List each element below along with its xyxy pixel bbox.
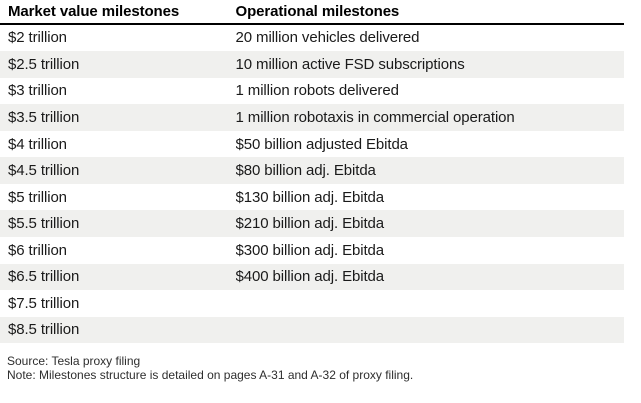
cell-market-value: $6 trillion: [8, 241, 67, 259]
table-row: $6 trillion $300 billion adj. Ebitda: [0, 237, 624, 264]
cell-operational: $130 billion adj. Ebitda: [235, 188, 385, 206]
cell-operational: $50 billion adjusted Ebitda: [235, 135, 409, 153]
table-row: $5.5 trillion $210 billion adj. Ebitda: [0, 210, 624, 237]
footer: Source: Tesla proxy filing Note: Milesto…: [0, 354, 641, 382]
cell-market-value: $4.5 trillion: [8, 162, 80, 180]
cell-operational: $300 billion adj. Ebitda: [235, 241, 385, 259]
milestones-table: Market value milestones Operational mile…: [0, 0, 624, 344]
table-row: $7.5 trillion: [0, 290, 624, 317]
table-row: $6.5 trillion $400 billion adj. Ebitda: [0, 263, 624, 291]
source-text: Source: Tesla proxy filing: [7, 354, 141, 369]
table-header-row: Market value milestones Operational mile…: [0, 0, 624, 25]
cell-market-value: $5 trillion: [8, 188, 67, 206]
cell-market-value: $4 trillion: [8, 135, 67, 153]
table-row: $2 trillion 20 million vehicles delivere…: [0, 25, 624, 52]
cell-market-value: $2 trillion: [8, 29, 67, 47]
cell-market-value: $2.5 trillion: [8, 55, 80, 73]
cell-operational: 20 million vehicles delivered: [235, 29, 420, 47]
cell-operational: $80 billion adj. Ebitda: [235, 162, 376, 180]
cell-market-value: $3.5 trillion: [8, 109, 80, 126]
table-row: $2.5 trillion 10 million active FSD subs…: [0, 51, 624, 78]
cell-operational: $400 billion adj. Ebitda: [235, 268, 385, 286]
cell-market-value: $3 trillion: [8, 82, 67, 100]
cell-operational: 1 million robotaxis in commercial operat…: [235, 109, 515, 126]
table-row: $3 trillion 1 million robots delivered: [0, 78, 624, 105]
cell-market-value: $6.5 trillion: [8, 268, 80, 286]
header-cell-operational: Operational milestones: [235, 2, 400, 20]
header-cell-market-value: Market value milestones: [8, 2, 180, 20]
table-row: $4.5 trillion $80 billion adj. Ebitda: [0, 157, 624, 184]
cell-operational: 10 million active FSD subscriptions: [235, 55, 465, 73]
table-row: $8.5 trillion: [0, 316, 624, 344]
table-row: $3.5 trillion 1 million robotaxis in com…: [0, 104, 624, 131]
cell-market-value: $8.5 trillion: [8, 321, 80, 339]
cell-operational: 1 million robots delivered: [235, 82, 399, 100]
note-text: Note: Milestones structure is detailed o…: [7, 368, 414, 383]
cell-operational: $210 billion adj. Ebitda: [235, 215, 385, 233]
cell-market-value: $5.5 trillion: [8, 215, 80, 233]
table-row: $5 trillion $130 billion adj. Ebitda: [0, 184, 624, 211]
table-row: $4 trillion $50 billion adjusted Ebitda: [0, 131, 624, 158]
cell-market-value: $7.5 trillion: [8, 294, 80, 312]
